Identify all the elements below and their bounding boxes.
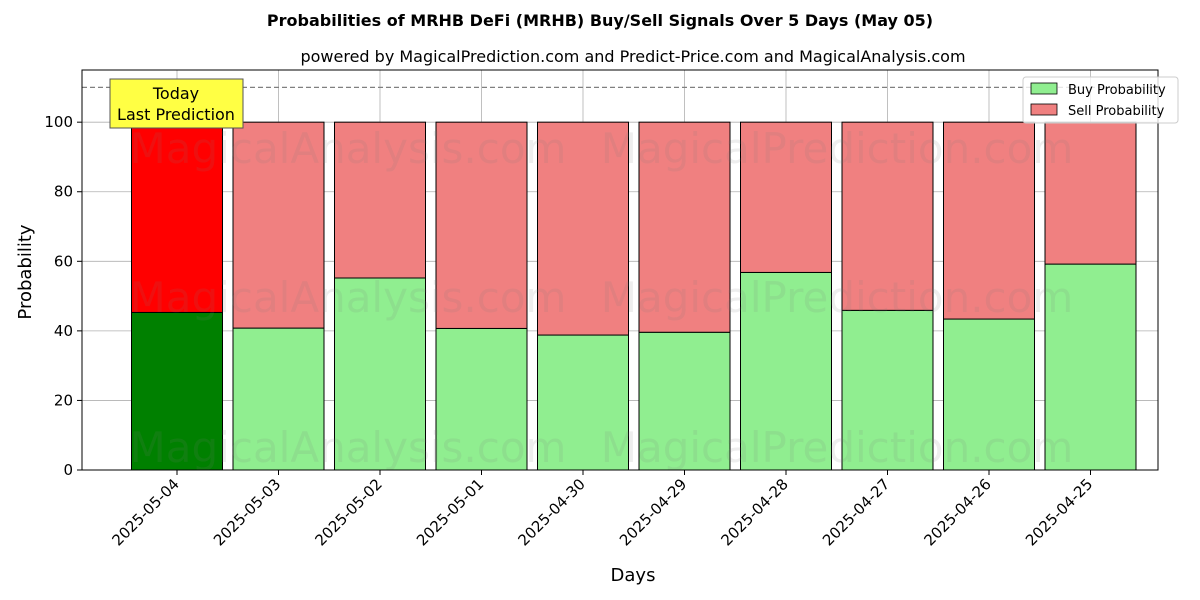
bar-buy [740,271,832,471]
watermark-text: MagicalPrediction.com [601,273,1074,322]
bar-buy [638,331,731,471]
bar-sell [537,121,629,336]
y-axis: 0 20 40 60 80 100 [44,113,82,479]
x-tick-label: 2025-04-25 [1022,475,1096,549]
y-tick-label: 80 [54,183,73,201]
x-tick-label: 2025-05-02 [311,475,385,549]
x-tick-label: 2025-04-28 [717,475,791,549]
watermarks: MagicalAnalysis.com MagicalPrediction.com… [130,124,1074,472]
x-tick-label: 2025-04-29 [616,475,690,549]
x-tick-label: 2025-05-03 [210,475,284,549]
annotation-line: Today [152,84,199,103]
y-tick-label: 0 [63,461,73,479]
x-axis: 2025-05-04 2025-05-03 2025-05-02 2025-05-01… [108,470,1096,549]
x-tick-label: 2025-04-30 [514,475,588,549]
bar-sell [334,121,426,279]
bar-buy [334,277,426,471]
x-tick-label: 2025-04-27 [819,475,893,549]
y-axis-label: Probability [15,224,36,319]
bar-sell [638,121,731,333]
watermark-text: MagicalAnalysis.com [130,273,567,322]
bar-buy [131,311,223,471]
legend-label-sell: Sell Probability [1068,104,1165,119]
bar-sell [435,121,528,329]
bar-sell [740,121,832,273]
legend-swatch-sell [1030,103,1058,116]
y-tick-label: 40 [54,322,73,340]
y-tick-label: 60 [54,252,73,270]
watermark-text: MagicalAnalysis.com [130,423,567,472]
legend-swatch-buy [1030,82,1058,95]
chart-subtitle: powered by MagicalPrediction.com and Pre… [300,47,965,66]
legend-frame [1022,76,1179,124]
bar-buy [841,309,934,471]
bar-sell [232,121,325,329]
watermark-text: MagicalPrediction.com [601,423,1074,472]
plot-frame [81,69,1159,471]
bar-buy [537,334,629,471]
x-tick-label: 2025-04-26 [920,475,994,549]
annotation-box [109,78,244,129]
legend: Buy Probability Sell Probability [1022,76,1179,124]
x-tick-label: 2025-05-01 [413,475,487,549]
x-tick-label: 2025-05-04 [108,475,182,549]
bar-sell [943,121,1035,320]
y-tick-label: 100 [44,113,73,131]
x-axis-label: Days [611,565,656,586]
bar-sell [1044,121,1137,265]
bar-buy [435,327,528,471]
annotation-line: Last Prediction [117,105,235,124]
bar-buy [943,318,1035,471]
bar-buy [1044,263,1137,471]
bar-sell [841,121,934,311]
today-annotation: Today Last Prediction [109,78,244,129]
legend-label-buy: Buy Probability [1068,83,1166,98]
bar-sell [131,121,223,313]
watermark-text: MagicalAnalysis.com [130,124,567,173]
chart-title: Probabilities of MRHB DeFi (MRHB) Buy/Se… [267,11,933,30]
bars [131,121,1137,471]
y-tick-label: 20 [54,391,73,409]
watermark-text: MagicalPrediction.com [601,124,1074,173]
